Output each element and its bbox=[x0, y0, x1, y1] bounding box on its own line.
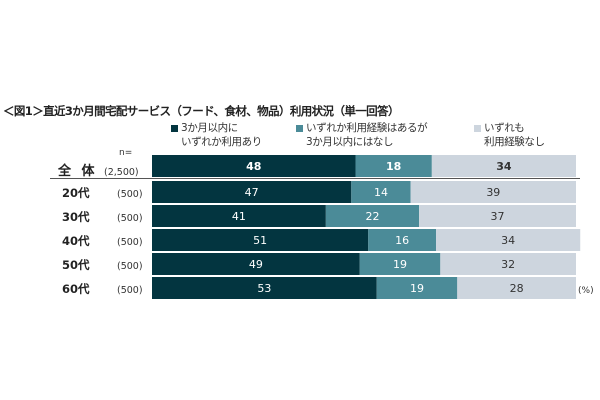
n-label: (500) bbox=[117, 213, 143, 224]
legend-label: いずれも 利用経験なし bbox=[484, 122, 545, 148]
data-label: 41 bbox=[232, 210, 246, 223]
data-label: 47 bbox=[245, 186, 259, 199]
data-label: 16 bbox=[395, 234, 409, 247]
bar-segment bbox=[152, 181, 352, 203]
category-label: 60代 bbox=[62, 282, 90, 296]
legend-label: いずれか利用経験はあるが 3か月以内にはなし bbox=[306, 122, 428, 148]
bar-segment bbox=[457, 277, 576, 299]
unit-label: (%) bbox=[578, 286, 594, 296]
legend-label: 3か月以内に いずれか利用あり bbox=[181, 122, 262, 148]
bar-segment bbox=[410, 181, 576, 203]
bar-segment bbox=[436, 229, 581, 251]
data-label: 14 bbox=[374, 186, 388, 199]
n-label: (500) bbox=[117, 189, 143, 200]
n-label: (2,500) bbox=[104, 167, 139, 178]
bar-segment bbox=[431, 155, 576, 177]
legend-item-past-use: いずれか利用経験はあるが 3か月以内にはなし bbox=[296, 122, 428, 149]
category-label: 30代 bbox=[62, 210, 90, 224]
bar-segment bbox=[351, 181, 411, 203]
legend-item-never-used: いずれも 利用経験なし bbox=[474, 122, 545, 149]
bar-segment bbox=[419, 205, 576, 227]
n-label: (500) bbox=[117, 285, 143, 296]
data-label: 39 bbox=[486, 186, 500, 199]
bar-segment bbox=[152, 229, 369, 251]
data-label: 34 bbox=[501, 234, 515, 247]
category-label: 全 体 bbox=[57, 163, 98, 179]
bar-segment bbox=[355, 155, 432, 177]
legend-swatch bbox=[171, 125, 178, 132]
data-label: 53 bbox=[257, 282, 271, 295]
n-label: (500) bbox=[117, 237, 143, 248]
data-label: 37 bbox=[491, 210, 505, 223]
data-label: 48 bbox=[246, 160, 261, 173]
bar-segment bbox=[440, 253, 576, 275]
category-label: 20代 bbox=[62, 186, 90, 200]
bar-segment bbox=[152, 253, 360, 275]
data-label: 51 bbox=[253, 234, 267, 247]
n-header: n= bbox=[119, 148, 133, 158]
bar-segment bbox=[376, 277, 458, 299]
data-label: 28 bbox=[510, 282, 524, 295]
data-label: 19 bbox=[393, 258, 407, 271]
data-label: 34 bbox=[496, 160, 512, 173]
legend-swatch bbox=[296, 125, 303, 132]
data-label: 32 bbox=[501, 258, 515, 271]
chart-title: ＜図1＞直近3か月間宅配サービス（フード、食材、物品）利用状況（単一回答） bbox=[3, 104, 399, 118]
data-label: 49 bbox=[249, 258, 263, 271]
bar-segment bbox=[368, 229, 437, 251]
category-label: 50代 bbox=[62, 258, 90, 272]
bar-segment bbox=[325, 205, 420, 227]
data-label: 19 bbox=[410, 282, 424, 295]
legend-swatch bbox=[474, 125, 481, 132]
bar-segment bbox=[152, 155, 356, 177]
data-label: 22 bbox=[365, 210, 379, 223]
bar-segment bbox=[359, 253, 441, 275]
bar-segment bbox=[152, 277, 377, 299]
legend-item-recent-use: 3か月以内に いずれか利用あり bbox=[171, 122, 262, 149]
n-label: (500) bbox=[117, 261, 143, 272]
data-label: 18 bbox=[386, 160, 401, 173]
bar-segment bbox=[152, 205, 326, 227]
category-label: 40代 bbox=[62, 234, 90, 248]
